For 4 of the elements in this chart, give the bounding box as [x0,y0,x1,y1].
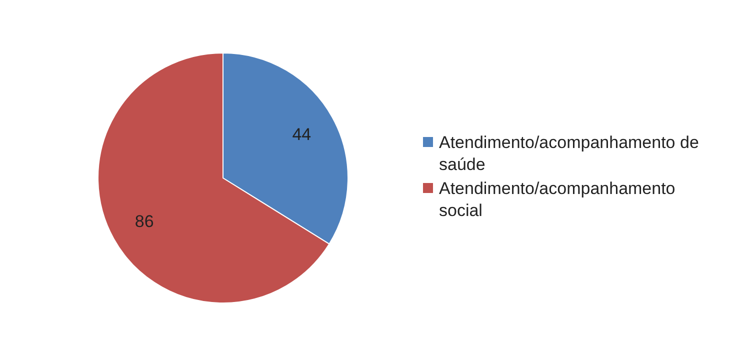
legend-label: Atendimento/acompanhamento social [439,178,676,222]
legend-label: Atendimento/acompanhamento de saúde [439,132,700,176]
data-label: 44 [292,124,312,144]
data-label: 86 [134,212,154,232]
